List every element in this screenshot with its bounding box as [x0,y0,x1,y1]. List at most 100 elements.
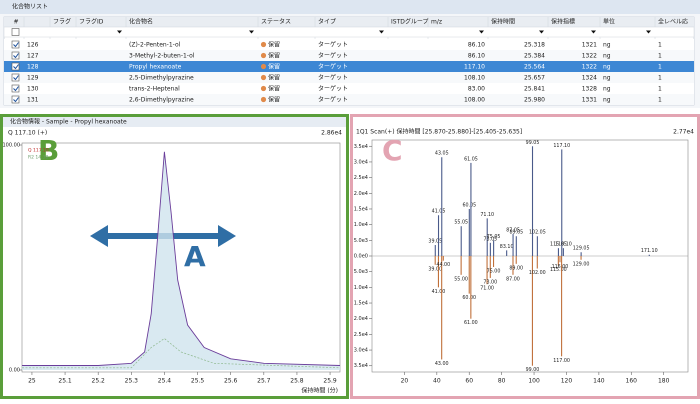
y-tick-label: 3.5e4 [354,363,368,369]
peak-label: 171.10 [641,248,658,254]
annotation-a: A [184,240,206,273]
y-tick-label: 100.00 [3,143,21,149]
status-icon [260,74,267,81]
table-row [4,94,694,105]
peak-label: 41.05 [432,209,446,215]
column-header: m/z [431,19,442,26]
peak-label: 102.00 [529,270,546,276]
chromatogram-title: 化合物情報 - Sample - Propyl hexanoate [10,118,127,126]
peak-label: 99.05 [526,140,540,146]
x-tick-label: 25.7 [257,378,271,385]
checkbox [11,40,20,49]
peak-label: 75.00 [487,268,501,274]
table-cell: 1 [658,52,662,59]
chromatogram-line [22,151,341,366]
peak-label: 83.10 [500,244,514,250]
table-cell: ターゲット [318,95,348,103]
table-cell: ng [603,41,611,48]
status-icon [260,41,267,48]
spectrum-scale: 2.77e4 [673,129,694,136]
annotation-c: C [382,134,403,167]
list-title: 化合物リスト [12,3,48,11]
check-mark [13,75,19,81]
peak-label: 43.05 [435,151,449,157]
trace-label: Q 117.10 (+) [8,130,47,137]
table-cell: 1 [658,63,662,70]
y-tick-label: 0.00 [9,368,20,374]
annotation-b: B [38,134,59,167]
x-tick-label: 180 [658,378,670,385]
table-cell: (Z)-2-Penten-1-ol [129,41,181,48]
filter-dropdown [249,30,254,34]
peak-label: 129.00 [573,261,590,267]
scale-label: 2.86e4 [321,130,342,137]
filter-dropdown [539,30,544,34]
table-cell: 25.564 [524,63,545,70]
table-cell: Propyl hexanoate [129,63,182,70]
x-tick-label: 60 [465,378,473,385]
table-cell: 128 [27,63,39,70]
table-cell: 25.318 [524,41,545,48]
table-cell: 131 [27,96,39,103]
table-cell: 25.384 [524,52,545,59]
table-cell: 130 [27,85,39,92]
peak-label: 87.05 [506,228,520,234]
table-cell: 2,5-Dimethylpyrazine [129,74,194,81]
table-cell: 保留 [268,84,280,92]
peak-label: 75.05 [487,234,501,240]
y-tick-label: 3.5e4 [354,144,368,150]
peak-label: 60.00 [462,295,476,301]
filter-dropdown [591,30,596,34]
table-cell: ターゲット [318,73,348,81]
table-cell: 1 [658,74,662,81]
y-tick-label: 3.0e4 [354,348,368,354]
column-header: フラグID [79,18,104,26]
table-cell: 25.657 [524,74,545,81]
peak-label: 102.05 [529,230,546,236]
table-cell: 1321 [582,41,597,48]
column-header: 単位 [603,18,615,26]
peak-area [22,151,340,370]
peak-label: 39.00 [428,266,442,272]
table-row [4,50,694,61]
peak-label: 129.05 [573,246,590,252]
peak-label: 61.00 [464,320,478,326]
table-cell: 2,6-Dimethylpyrazine [129,96,194,103]
y-tick-label: 5.0e3 [354,269,368,275]
table-cell: ターゲット [318,51,348,59]
table-cell: 86.10 [468,41,485,48]
peak-label: 41.00 [432,289,446,295]
x-tick-label: 100 [528,378,540,385]
peak-label: 55.00 [454,276,468,282]
table-cell: ng [603,96,611,103]
checkbox [11,51,20,60]
column-header: 保持指標 [551,18,575,26]
peak-label: 115.00 [550,267,567,273]
header-row [4,17,694,27]
table-cell: trans-2-Heptenal [129,85,180,92]
x-tick-label: 25.3 [125,378,139,385]
peak-label: 61.05 [464,156,478,162]
table-cell: ng [603,63,611,70]
table-cell: 127 [27,52,39,59]
table-cell: 保留 [268,62,280,70]
table-cell: 108.00 [464,96,485,103]
table-cell: 保留 [268,40,280,48]
checkbox [11,62,20,71]
table-cell: 108.10 [464,74,485,81]
peak-label: 71.00 [480,286,494,292]
y-tick-label: 2.5e4 [354,332,368,338]
legend-entry: Q 117.10 [28,148,49,154]
filter-dropdown [479,30,484,34]
table-cell: 1 [658,41,662,48]
table-row [4,83,694,94]
table-cell: 1 [658,85,662,92]
filter-dropdown [646,30,651,34]
y-tick-label: 1.5e4 [354,301,368,307]
y-tick-label: 5.0e3 [354,238,368,244]
x-tick-label: 120 [561,378,573,385]
filter-dropdown [379,30,384,34]
table-cell: ターゲット [318,84,348,92]
status-icon [260,63,267,70]
check-mark [13,64,19,70]
